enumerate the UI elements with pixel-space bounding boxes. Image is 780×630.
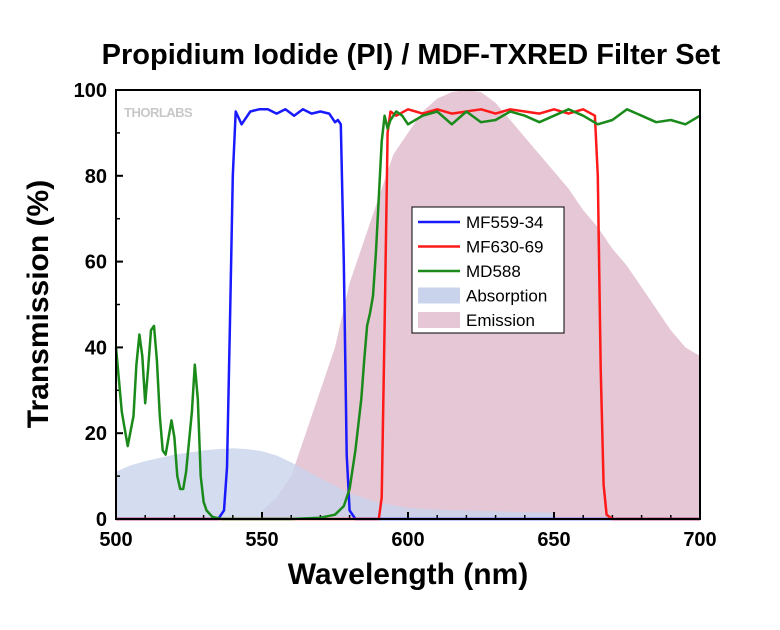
x-tick-label: 500 [99,529,132,551]
mf630-69-legend-label: MF630-69 [466,238,543,257]
absorption-legend-swatch [418,287,460,304]
emission-legend-label: Emission [466,311,535,330]
y-axis-label: Transmission (%) [22,180,55,428]
x-tick-label: 650 [537,529,570,551]
plot-frame [115,89,701,520]
emission-legend-swatch [418,312,460,328]
y-tick-label: 100 [74,80,107,102]
mf559-34-legend-label: MF559-34 [466,213,543,232]
tick-label-layer: 500 550 600 650 700 0 20 40 60 80 100 [74,80,717,551]
x-axis-label: Wavelength (nm) [288,558,529,591]
y-tick-label: 0 [96,509,107,531]
absorption-legend-label: Absorption [466,287,547,306]
line-layer [114,108,701,521]
x-tick-label: 600 [391,529,424,551]
y-tick-label: 60 [85,252,107,274]
md588-legend-label: MD588 [466,262,521,281]
thorlabs-watermark: THORLABS [124,105,193,120]
y-tick-label: 40 [85,337,107,359]
legend: MF559-34 MF630-69 MD588 Absorption Emission [411,206,565,334]
md588-line [114,108,701,521]
y-tick-label: 20 [85,423,107,445]
chart-title: Propidium Iodide (PI) / MDF-TXRED Filter… [102,39,721,71]
mf559-34-line [116,108,700,521]
area-layer [116,90,700,519]
x-tick-label: 700 [683,529,716,551]
x-tick-label: 550 [245,529,278,551]
y-tick-label: 80 [85,166,107,188]
